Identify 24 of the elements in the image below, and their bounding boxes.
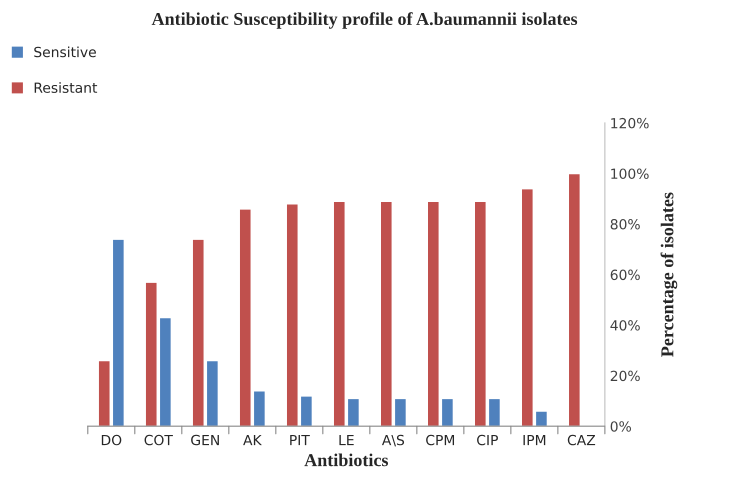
- legend-label: Sensitive: [34, 46, 96, 58]
- x-tick-label: CIP: [477, 434, 498, 446]
- x-tick-label: PIT: [290, 434, 310, 446]
- x-tick-label: GEN: [191, 434, 219, 446]
- x-tick-label: A\S: [382, 434, 404, 446]
- x-tick-label: CAZ: [568, 434, 596, 446]
- x-tick-label: DO: [102, 434, 122, 446]
- x-tick-label: IPM: [523, 434, 546, 446]
- x-tick-label: COT: [144, 434, 173, 446]
- y-tick-label: 80%: [610, 219, 640, 230]
- y-tick-label: 20%: [610, 370, 640, 382]
- y-tick-label: 120%: [611, 118, 649, 128]
- bar: [568, 172, 582, 426]
- y-tick-label: 60%: [610, 270, 640, 280]
- x-axis-title: Antibiotics: [304, 454, 388, 466]
- y-tick-label: 40%: [610, 320, 640, 331]
- legend-label: Resistant: [34, 82, 98, 93]
- y-tick-label: 0%: [610, 421, 631, 432]
- x-tick-label: CPM: [426, 434, 454, 446]
- chart-title: Antibiotic Susceptibility profile of A.baumannii isolates: [152, 12, 578, 29]
- y-tick-label: 100%: [611, 168, 649, 179]
- x-tick-label: LE: [339, 434, 354, 446]
- y-axis-title: Percentage of isolates: [660, 192, 678, 357]
- x-tick-label: AK: [243, 434, 262, 446]
